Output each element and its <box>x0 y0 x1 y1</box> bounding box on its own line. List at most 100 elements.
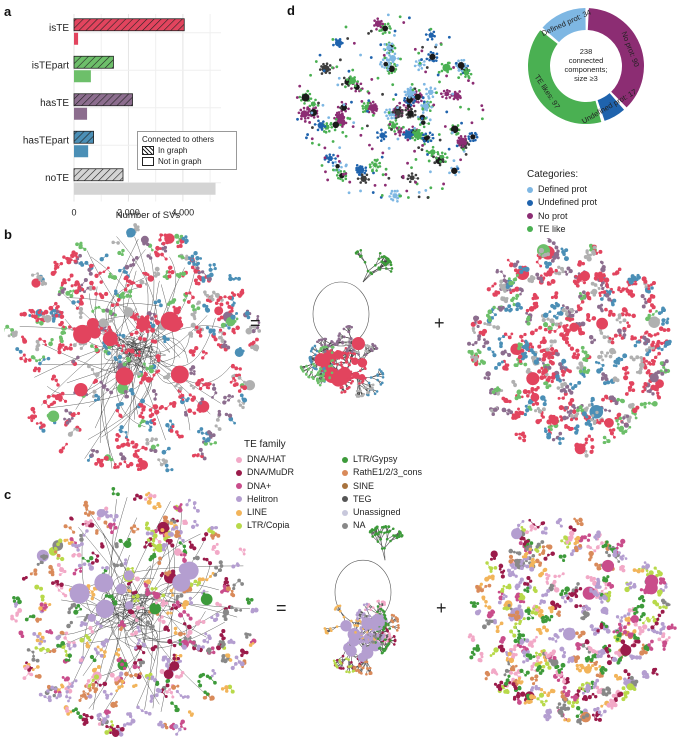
network-node <box>412 101 415 104</box>
network-node <box>316 340 319 344</box>
network-node <box>105 388 109 392</box>
network-node <box>407 110 414 117</box>
network-node <box>201 279 206 283</box>
network-node <box>205 307 211 313</box>
network-node <box>398 133 402 137</box>
network-node <box>86 286 90 290</box>
network-node <box>333 362 336 366</box>
network-node <box>369 376 373 379</box>
network-node <box>345 360 348 364</box>
network-node <box>129 294 133 298</box>
network-edge <box>371 269 381 275</box>
network-node <box>150 327 156 333</box>
network-node <box>38 358 42 362</box>
network-b-isolated <box>467 238 672 458</box>
network-node <box>193 251 198 256</box>
network-node <box>205 351 208 355</box>
network-node <box>321 375 325 378</box>
network-node <box>115 408 120 413</box>
network-node <box>251 329 256 334</box>
network-node <box>157 299 162 304</box>
network-node <box>369 388 373 391</box>
network-node <box>369 29 373 33</box>
network-node <box>222 331 227 336</box>
network-node <box>81 288 85 292</box>
network-node <box>134 442 139 448</box>
network-node <box>69 343 73 347</box>
network-node <box>64 281 67 285</box>
network-node <box>36 272 39 275</box>
bar-hatch-overlay <box>73 55 114 69</box>
network-node <box>62 255 66 259</box>
network-node <box>403 90 407 94</box>
network-node <box>193 278 198 283</box>
network-node <box>54 394 58 399</box>
network-edge <box>117 363 191 431</box>
network-node <box>430 37 434 41</box>
network-node <box>422 133 425 137</box>
network-node <box>464 152 468 156</box>
network-node <box>383 31 387 34</box>
network-node <box>382 25 388 32</box>
network-node <box>369 271 372 275</box>
network-node <box>242 385 248 391</box>
network-node <box>91 286 96 290</box>
network-node <box>223 295 227 299</box>
network-node <box>256 325 260 330</box>
network-node <box>200 377 204 382</box>
network-node <box>368 165 372 169</box>
network-node <box>421 120 426 125</box>
network-node <box>211 396 214 399</box>
network-node <box>69 289 72 293</box>
network-node <box>400 114 403 118</box>
network-node <box>401 125 405 129</box>
network-node <box>373 24 376 27</box>
network-node <box>437 133 441 136</box>
network-node <box>217 427 222 431</box>
network-node <box>184 238 189 244</box>
network-node <box>170 365 189 384</box>
network-node <box>323 125 327 128</box>
network-node <box>222 400 227 405</box>
network-node <box>393 130 396 133</box>
network-node <box>319 367 322 370</box>
network-node <box>117 354 123 360</box>
network-node <box>442 160 445 164</box>
network-node <box>438 138 442 142</box>
bar-hasTE-not-in-graph <box>74 107 88 120</box>
network-node <box>143 371 147 375</box>
legend-dot-icon <box>527 213 533 220</box>
network-edge <box>100 341 147 470</box>
network-node <box>98 271 102 275</box>
network-node <box>376 131 379 134</box>
network-node <box>323 343 327 346</box>
category-label: Defined prot <box>538 184 588 195</box>
network-node <box>369 347 373 351</box>
network-node <box>442 182 445 186</box>
network-node <box>310 370 313 374</box>
network-node <box>12 332 18 338</box>
network-node <box>144 282 148 286</box>
network-node <box>344 85 347 89</box>
network-node <box>352 372 356 375</box>
network-node <box>227 394 232 398</box>
network-node <box>316 128 320 132</box>
network-node <box>181 398 185 401</box>
network-node <box>323 156 327 160</box>
network-node <box>324 130 328 134</box>
network-node <box>158 238 162 242</box>
network-node <box>337 168 341 172</box>
network-node <box>208 267 213 272</box>
network-node <box>389 192 393 195</box>
network-node <box>359 82 363 86</box>
network-node <box>455 144 459 148</box>
network-node <box>367 381 371 385</box>
network-node <box>155 370 159 374</box>
network-node <box>447 65 451 68</box>
network-node <box>394 93 398 97</box>
network-node <box>209 435 213 439</box>
network-node <box>469 139 472 143</box>
network-node <box>455 165 459 168</box>
network-node <box>439 43 443 46</box>
network-node <box>385 51 389 55</box>
